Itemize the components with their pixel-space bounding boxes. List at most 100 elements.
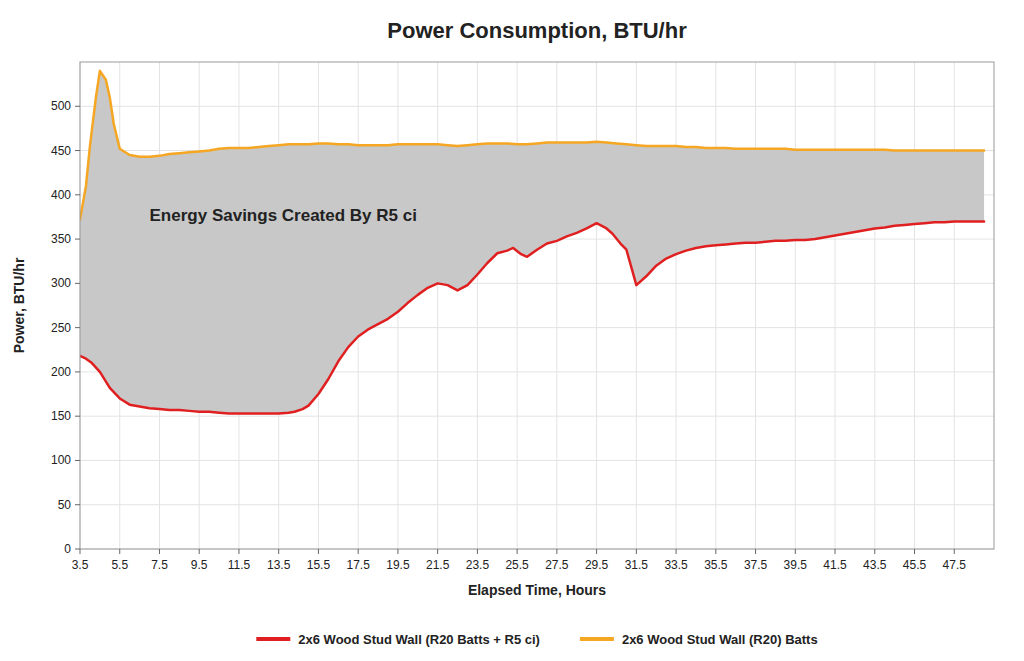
x-tick bbox=[596, 549, 597, 554]
grid-line-x bbox=[556, 62, 557, 549]
legend-label: 2x6 Wood Stud Wall (R20 Batts + R5 ci) bbox=[298, 632, 540, 647]
grid-line-x bbox=[874, 62, 875, 549]
y-tick bbox=[75, 150, 80, 151]
y-tick-label: 50 bbox=[58, 498, 72, 512]
y-axis-label: Power, BTU/hr bbox=[11, 257, 27, 353]
grid-line-x bbox=[636, 62, 637, 549]
x-tick bbox=[278, 549, 279, 554]
x-tick-label: 35.5 bbox=[704, 558, 728, 572]
x-tick-label: 39.5 bbox=[784, 558, 808, 572]
axes: 3.55.57.59.511.513.515.517.519.521.523.5… bbox=[51, 99, 966, 572]
x-tick-label: 7.5 bbox=[151, 558, 168, 572]
x-tick bbox=[119, 549, 120, 554]
x-tick bbox=[80, 549, 81, 554]
y-tick-label: 400 bbox=[51, 188, 71, 202]
y-tick bbox=[75, 504, 80, 505]
x-tick bbox=[676, 549, 677, 554]
x-tick-label: 29.5 bbox=[585, 558, 609, 572]
plot-area bbox=[80, 71, 984, 414]
grid-line-x bbox=[517, 62, 518, 549]
y-tick-label: 200 bbox=[51, 365, 71, 379]
x-tick-label: 13.5 bbox=[267, 558, 291, 572]
x-tick-label: 27.5 bbox=[545, 558, 569, 572]
legend: 2x6 Wood Stud Wall (R20 Batts + R5 ci) 2x… bbox=[256, 632, 817, 647]
legend-item: 2x6 Wood Stud Wall (R20 Batts + R5 ci) bbox=[256, 632, 540, 647]
x-tick-label: 11.5 bbox=[228, 558, 251, 572]
x-tick-label: 3.5 bbox=[72, 558, 89, 572]
x-tick-label: 41.5 bbox=[823, 558, 847, 572]
chart: 3.55.57.59.511.513.515.517.519.521.523.5… bbox=[0, 0, 1024, 661]
x-tick bbox=[755, 549, 756, 554]
y-tick-label: 450 bbox=[51, 144, 71, 158]
grid-line-x bbox=[477, 62, 478, 549]
x-tick-label: 37.5 bbox=[744, 558, 768, 572]
grid-line-x bbox=[914, 62, 915, 549]
x-tick bbox=[238, 549, 239, 554]
y-tick bbox=[75, 283, 80, 284]
y-tick bbox=[75, 371, 80, 372]
title: Power Consumption, BTU/hr bbox=[387, 18, 687, 43]
x-tick-label: 5.5 bbox=[111, 558, 128, 572]
grid-line-x bbox=[795, 62, 796, 549]
y-tick-label: 100 bbox=[51, 453, 71, 467]
plot-frame bbox=[80, 62, 994, 549]
grid-line-y bbox=[80, 460, 994, 461]
y-tick bbox=[75, 549, 80, 550]
x-tick bbox=[795, 549, 796, 554]
x-tick bbox=[636, 549, 637, 554]
x-tick-label: 15.5 bbox=[307, 558, 331, 572]
y-tick-label: 500 bbox=[51, 99, 71, 113]
series-line bbox=[80, 221, 984, 413]
legend-swatch bbox=[256, 637, 290, 641]
x-tick-label: 9.5 bbox=[191, 558, 208, 572]
y-tick bbox=[75, 460, 80, 461]
x-tick-label: 21.5 bbox=[426, 558, 450, 572]
x-tick-label: 33.5 bbox=[664, 558, 688, 572]
y-tick bbox=[75, 327, 80, 328]
y-tick-label: 0 bbox=[64, 542, 71, 556]
x-tick bbox=[477, 549, 478, 554]
x-tick-label: 45.5 bbox=[903, 558, 927, 572]
x-tick bbox=[397, 549, 398, 554]
x-tick bbox=[199, 549, 200, 554]
grid-line-x bbox=[596, 62, 597, 549]
y-tick bbox=[75, 106, 80, 107]
x-axis-label: Elapsed Time, Hours bbox=[468, 582, 606, 598]
series-line bbox=[80, 71, 984, 220]
y-tick bbox=[75, 194, 80, 195]
annotation: Energy Savings Created By R5 ci bbox=[150, 206, 417, 225]
x-tick bbox=[159, 549, 160, 554]
y-tick-label: 150 bbox=[51, 409, 71, 423]
x-tick-label: 31.5 bbox=[625, 558, 649, 572]
x-tick-label: 43.5 bbox=[863, 558, 887, 572]
y-tick-label: 350 bbox=[51, 232, 71, 246]
x-tick bbox=[556, 549, 557, 554]
x-tick bbox=[517, 549, 518, 554]
x-tick bbox=[914, 549, 915, 554]
x-tick bbox=[874, 549, 875, 554]
y-tick bbox=[75, 416, 80, 417]
x-tick-label: 47.5 bbox=[943, 558, 967, 572]
x-tick bbox=[437, 549, 438, 554]
grid-line-x bbox=[954, 62, 955, 549]
annotations: Energy Savings Created By R5 ci bbox=[150, 206, 417, 225]
x-tick-label: 19.5 bbox=[386, 558, 410, 572]
grid-line-y bbox=[80, 504, 994, 505]
legend-label: 2x6 Wood Stud Wall (R20) Batts bbox=[622, 632, 818, 647]
x-tick-label: 23.5 bbox=[466, 558, 490, 572]
savings-area bbox=[80, 71, 984, 414]
x-tick bbox=[954, 549, 955, 554]
x-tick bbox=[358, 549, 359, 554]
x-tick bbox=[835, 549, 836, 554]
y-tick-label: 250 bbox=[51, 321, 71, 335]
background bbox=[0, 0, 1024, 661]
x-tick-label: 25.5 bbox=[505, 558, 529, 572]
grid-line-x bbox=[437, 62, 438, 549]
grid-line-x bbox=[835, 62, 836, 549]
grid-line-x bbox=[676, 62, 677, 549]
grid-line-y bbox=[80, 416, 994, 417]
y-tick bbox=[75, 239, 80, 240]
grid-line-x bbox=[755, 62, 756, 549]
grid-line-y bbox=[80, 106, 994, 107]
y-tick-label: 300 bbox=[51, 276, 71, 290]
